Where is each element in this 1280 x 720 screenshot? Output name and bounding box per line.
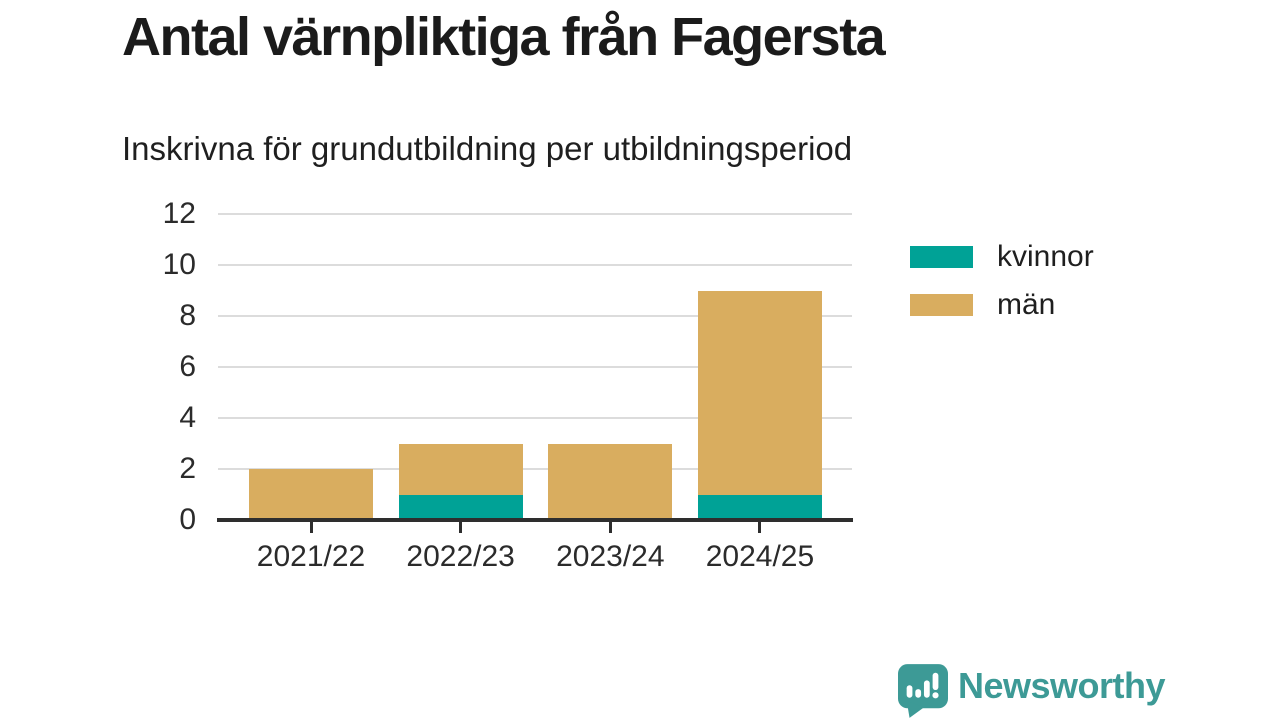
newsworthy-branding: Newsworthy [898,664,1166,718]
bar-segment-2022-23-män [398,443,523,495]
legend-label-män: män [997,288,1056,321]
x-tick-label-2023-24: 2023/24 [556,540,665,573]
y-tick-label-8: 8 [179,299,196,332]
gridline-y-8 [218,315,852,317]
x-tick-label-2022-23: 2022/23 [406,540,515,573]
bar-segment-2024-25-kvinnor [697,494,822,520]
x-tick-label-2021-22: 2021/22 [256,540,366,573]
x-axis-line [217,518,853,522]
y-tick-label-0: 0 [179,503,196,536]
chart-title: Antal värnpliktiga från Fagersta [122,7,886,67]
chart-subtitle: Inskrivna för grundutbildning per utbild… [122,130,853,167]
bar-segment-2024-25-män [697,290,822,495]
y-tick-label-4: 4 [179,401,196,434]
x-tick-label-2024-25: 2024/25 [705,540,815,573]
x-axis-tick-2021-22 [309,520,313,533]
x-axis-tick-2022-23 [459,520,463,533]
legend-label-kvinnor: kvinnor [997,240,1094,273]
legend-swatch-män [910,294,973,316]
y-tick-label-2: 2 [179,452,196,485]
x-axis-tick-2023-24 [608,520,612,533]
gridline-y-4 [218,417,852,419]
y-tick-label-12: 12 [162,197,196,230]
x-axis-tick-2024-25 [758,520,762,533]
bar-chart-speech-bubble-icon [898,664,948,718]
legend-swatch-kvinnor [910,246,973,268]
legend-item-män: män [910,288,1094,321]
legend: kvinnor män [910,240,1094,342]
gridline-y-2 [218,468,852,470]
plot-area: 0 2 4 6 8 10 12 2021/22 2022/23 2023/24 2024/25 [163,198,853,573]
bar-segment-2023-24-män [548,443,673,520]
bar-segment-2022-23-kvinnor [398,494,523,520]
bar-segment-2021-22-män [249,469,373,520]
legend-item-kvinnor: kvinnor [910,240,1094,273]
gridline-y-10 [218,264,852,266]
gridline-y-6 [218,366,852,368]
gridline-y-12 [218,213,852,215]
y-tick-label-10: 10 [162,248,196,281]
newsworthy-logo-text: Newsworthy [958,665,1166,706]
y-tick-label-6: 6 [179,350,196,383]
